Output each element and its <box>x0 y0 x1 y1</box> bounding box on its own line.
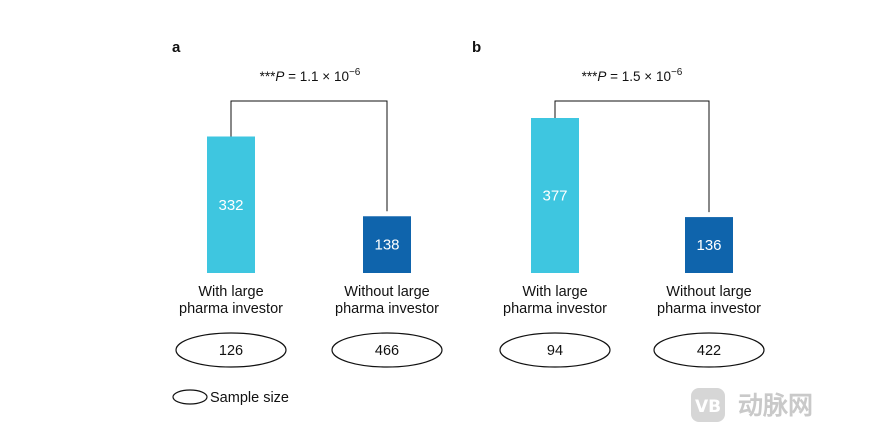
sample-size-ellipse <box>175 332 287 368</box>
category-label: With large <box>198 284 263 300</box>
bar <box>207 136 255 273</box>
significance-label: ***P = 1.5 × 10−6 <box>582 67 683 84</box>
bar <box>685 217 733 273</box>
sample-size-ellipse <box>653 332 765 368</box>
significance-bracket <box>230 100 388 212</box>
sample-size-label: 422 <box>697 343 721 359</box>
watermark-text: 动脉网 <box>738 391 813 420</box>
significance-label: ***P = 1.1 × 10−6 <box>260 67 361 84</box>
sample-size-label: 466 <box>375 343 399 359</box>
bar-value-label: 377 <box>542 188 567 205</box>
category-label: Without large <box>344 284 429 300</box>
bar-value-label: 138 <box>374 237 399 254</box>
category-label: pharma investor <box>179 301 283 317</box>
category-label: Without large <box>666 284 751 300</box>
category-label: With large <box>522 284 587 300</box>
bar <box>531 118 579 273</box>
category-label: pharma investor <box>503 301 607 317</box>
sample-size-ellipse <box>499 332 611 368</box>
sample-size-label: 126 <box>219 343 243 359</box>
panel-label: a <box>172 39 181 56</box>
significance-bracket <box>554 100 710 213</box>
legend-ellipse-icon <box>172 389 208 405</box>
bar-value-label: 332 <box>218 197 243 214</box>
sample-size-ellipse <box>331 332 443 368</box>
legend-label: Sample size <box>210 390 289 406</box>
vb-logo-icon: VB <box>691 388 725 422</box>
category-label: pharma investor <box>335 301 439 317</box>
bar-value-label: 136 <box>696 237 721 254</box>
sample-size-label: 94 <box>547 343 563 359</box>
svg-text:VB: VB <box>695 397 721 417</box>
bar <box>363 216 411 273</box>
watermark: VB 动脉网 <box>691 388 813 422</box>
legend: Sample size <box>172 389 289 406</box>
panel-label: b <box>472 39 481 56</box>
category-label: pharma investor <box>657 301 761 317</box>
